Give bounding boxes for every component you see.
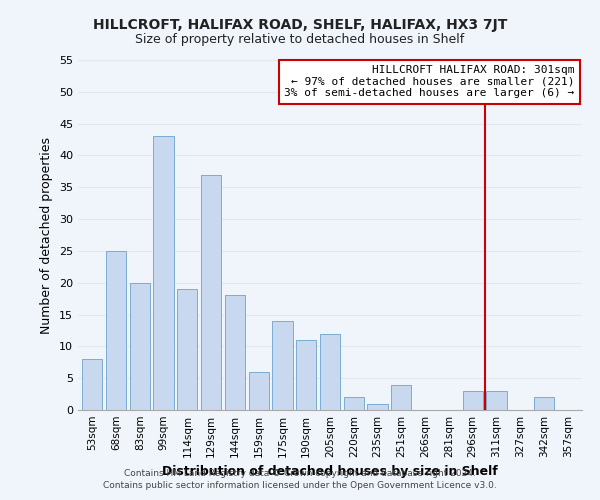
Text: Size of property relative to detached houses in Shelf: Size of property relative to detached ho… bbox=[136, 32, 464, 46]
Bar bbox=[344, 398, 364, 410]
Bar bbox=[82, 359, 103, 410]
Bar bbox=[225, 296, 245, 410]
Bar bbox=[106, 251, 126, 410]
Bar bbox=[534, 398, 554, 410]
Bar bbox=[320, 334, 340, 410]
Bar bbox=[177, 289, 197, 410]
Bar bbox=[463, 391, 483, 410]
Bar bbox=[272, 321, 293, 410]
Bar bbox=[248, 372, 269, 410]
Y-axis label: Number of detached properties: Number of detached properties bbox=[40, 136, 53, 334]
Bar bbox=[391, 384, 412, 410]
Bar bbox=[367, 404, 388, 410]
Bar bbox=[201, 174, 221, 410]
Bar bbox=[130, 282, 150, 410]
Text: HILLCROFT, HALIFAX ROAD, SHELF, HALIFAX, HX3 7JT: HILLCROFT, HALIFAX ROAD, SHELF, HALIFAX,… bbox=[93, 18, 507, 32]
Bar bbox=[154, 136, 173, 410]
Text: HILLCROFT HALIFAX ROAD: 301sqm
← 97% of detached houses are smaller (221)
3% of : HILLCROFT HALIFAX ROAD: 301sqm ← 97% of … bbox=[284, 66, 574, 98]
X-axis label: Distribution of detached houses by size in Shelf: Distribution of detached houses by size … bbox=[162, 466, 498, 478]
Bar bbox=[487, 391, 506, 410]
Text: Contains HM Land Registry data © Crown copyright and database right 2024.
Contai: Contains HM Land Registry data © Crown c… bbox=[103, 468, 497, 490]
Bar bbox=[296, 340, 316, 410]
